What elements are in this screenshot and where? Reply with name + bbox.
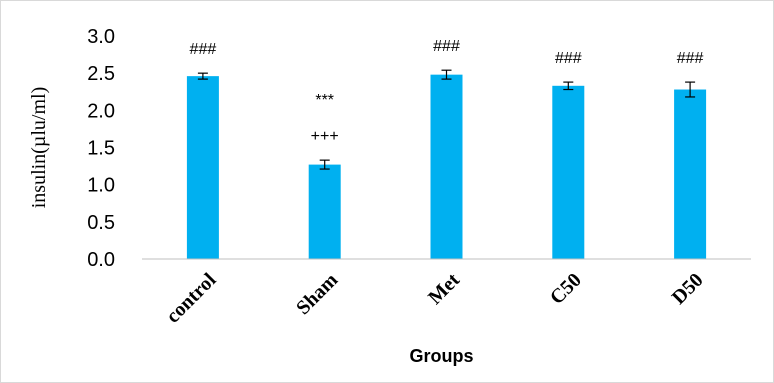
bar [308, 164, 341, 259]
y-tick-label: 2.0 [87, 100, 115, 122]
y-tick-label: 2.5 [87, 63, 115, 85]
bar [552, 85, 585, 259]
x-tick-label: C50 [546, 269, 586, 309]
significance-label: ### [555, 50, 582, 67]
significance-label: ### [190, 41, 217, 58]
bar-series [186, 74, 707, 260]
bar [674, 89, 707, 260]
significance-label: *** [315, 92, 334, 109]
error-bars [197, 69, 696, 170]
y-tick-label: 3.0 [87, 26, 115, 48]
x-axis-title: Groups [409, 346, 473, 366]
significance-label: +++ [311, 128, 339, 145]
x-tick-label: Sham [292, 269, 342, 319]
y-tick-label: 1.0 [87, 175, 115, 197]
x-axis-category-labels: control Sham Met C50 D50 [162, 269, 708, 328]
y-tick-label: 0.0 [87, 249, 115, 271]
bar [430, 74, 463, 259]
x-tick-label: D50 [668, 269, 708, 309]
y-axis-ticks: 0.0 0.5 1.0 1.5 2.0 2.5 3.0 [87, 26, 115, 271]
significance-annotations: ### +++ *** ### ### ### [190, 38, 704, 145]
significance-label: ### [677, 50, 704, 67]
y-tick-label: 0.5 [87, 212, 115, 234]
x-tick-label: control [162, 269, 221, 328]
x-tick-label: Met [424, 269, 464, 309]
significance-label: ### [433, 38, 460, 55]
y-tick-label: 1.5 [87, 138, 115, 160]
bar [186, 76, 219, 259]
y-axis-title: insulin(µlu/ml) [28, 87, 50, 209]
